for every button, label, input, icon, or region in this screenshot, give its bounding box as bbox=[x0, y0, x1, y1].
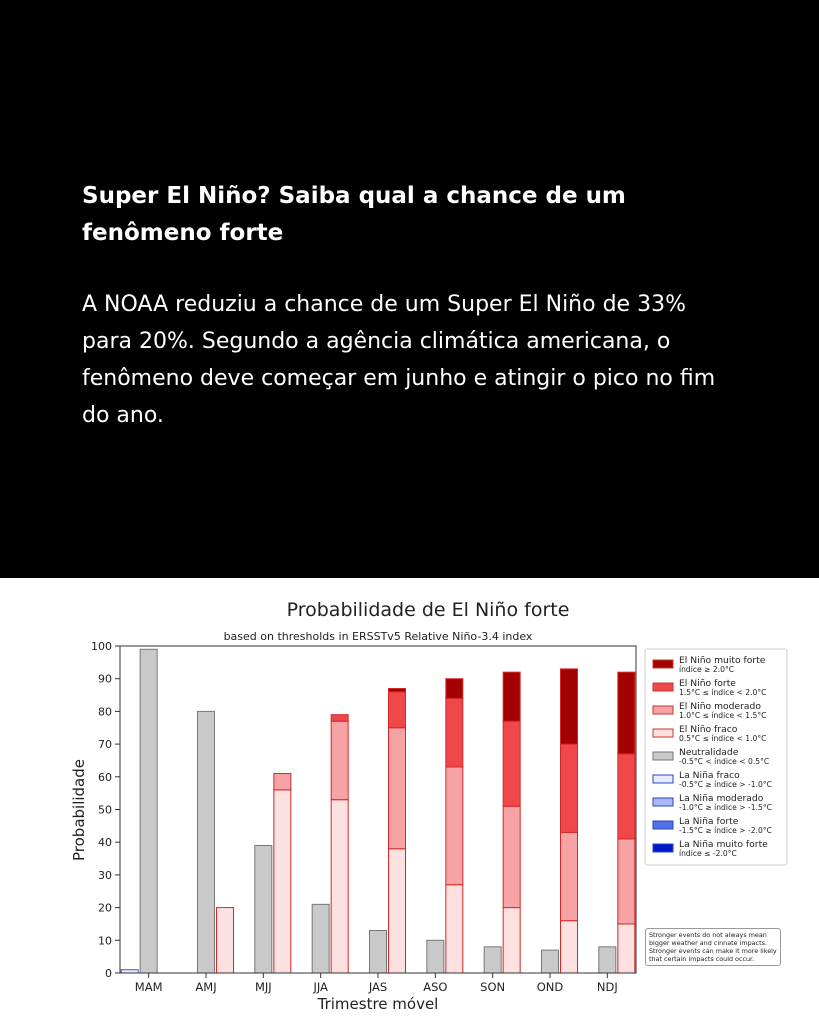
bar-el-nino-muito-forte-jas bbox=[388, 688, 406, 693]
bar-el-nino-fraco-aso bbox=[445, 884, 464, 974]
legend-entry-name: La Niña forte bbox=[679, 816, 739, 827]
post-body-text: A NOAA reduziu a chance de um Super El N… bbox=[82, 292, 716, 428]
y-tick-label: 30 bbox=[98, 869, 112, 882]
legend-entry-range: -1.0°C ≥ índice > -1.5°C bbox=[679, 803, 772, 812]
legend-entry-name: El Niño moderado bbox=[679, 701, 761, 712]
legend-swatch bbox=[652, 843, 674, 853]
legend-swatch bbox=[652, 659, 674, 669]
x-tick-label: MJJ bbox=[255, 980, 272, 994]
bar-el-nino-moderado-son bbox=[502, 805, 521, 909]
legend-entry-name: El Niño forte bbox=[679, 678, 736, 689]
bar-el-nino-muito-forte-ndj bbox=[617, 671, 636, 755]
y-tick-label: 100 bbox=[91, 640, 112, 653]
chart-title: Probabilidade de El Niño forte bbox=[287, 599, 570, 621]
x-tick-label: AMJ bbox=[195, 980, 216, 994]
bar-el-nino-muito-forte-son bbox=[502, 671, 521, 722]
bar-el-nino-forte-ndj bbox=[617, 753, 636, 840]
bar-el-nino-moderado-jja bbox=[330, 720, 349, 801]
bar-el-nino-fraco-mjj bbox=[273, 789, 292, 974]
y-tick-label: 80 bbox=[98, 705, 112, 718]
x-tick-label: JAS bbox=[368, 980, 387, 994]
y-tick-label: 10 bbox=[98, 934, 112, 947]
legend-entry-range: 0.5°C ≤ índice < 1.0°C bbox=[679, 734, 766, 743]
bar-el-nino-fraco-ndj bbox=[617, 923, 636, 974]
legend-entry-range: índice ≤ -2.0°C bbox=[679, 849, 737, 858]
bar-el-nino-forte-jja bbox=[330, 714, 349, 722]
chart-annotation: Stronger events do not always mean bigge… bbox=[645, 928, 781, 966]
bar-el-nino-fraco-son bbox=[502, 907, 521, 974]
bar-neutral-jas bbox=[369, 929, 387, 974]
x-tick-label: ASO bbox=[423, 980, 447, 994]
bar-el-nino-moderado-jas bbox=[388, 727, 406, 850]
bar-el-nino-muito-forte-ond bbox=[560, 668, 578, 745]
bar-neutral-ond bbox=[541, 949, 559, 974]
bar-el-nino-fraco-amj bbox=[216, 907, 234, 974]
y-tick-label: 90 bbox=[98, 673, 112, 686]
y-tick-label: 20 bbox=[98, 902, 112, 915]
chart-panel: Probabilidade de El Niño forte based on … bbox=[0, 578, 819, 1024]
legend-swatch bbox=[652, 728, 674, 738]
bar-el-nino-forte-son bbox=[502, 720, 521, 807]
legend-entry-range: -1.5°C ≥ índice > -2.0°C bbox=[679, 826, 772, 835]
y-ticks-group: 0 10 20 30 40 50 60 70 80 90 100 bbox=[91, 640, 120, 980]
legend-swatch bbox=[652, 682, 674, 692]
legend-swatch bbox=[652, 797, 674, 807]
x-tick-label: MAM bbox=[135, 980, 163, 994]
legend-entry-name: El Niño muito forte bbox=[679, 655, 766, 666]
el-nino-probability-chart: Probabilidade de El Niño forte based on … bbox=[0, 578, 819, 1024]
legend-swatch bbox=[652, 751, 674, 761]
bar-neutral-son bbox=[483, 946, 502, 974]
bar-el-nino-forte-jas bbox=[388, 691, 406, 729]
bar-el-nino-fraco-jas bbox=[388, 848, 406, 974]
y-tick-label: 50 bbox=[98, 804, 112, 817]
x-tick-label: JJA bbox=[312, 980, 328, 994]
y-axis-label: Probabilidade bbox=[70, 759, 88, 861]
legend-entry-range: -0.5°C ≥ índice > -1.0°C bbox=[679, 780, 772, 789]
bar-neutral-jja bbox=[311, 903, 330, 974]
legend-entry-range: -0.5°C < índice < 0.5°C bbox=[679, 757, 769, 766]
bar-neutral-mjj bbox=[254, 844, 273, 974]
bar-el-nino-moderado-mjj bbox=[273, 773, 292, 791]
chart-subtitle: based on thresholds in ERSSTv5 Relative … bbox=[224, 630, 533, 643]
bar-neutral-mam bbox=[139, 648, 158, 974]
bar-neutral-amj bbox=[197, 710, 215, 974]
legend-entry-name: La Niña muito forte bbox=[679, 839, 768, 850]
x-tick-label: OND bbox=[537, 980, 564, 994]
bar-el-nino-fraco-ond bbox=[560, 920, 578, 974]
legend-swatch bbox=[652, 705, 674, 715]
x-tick-label: NDJ bbox=[597, 980, 618, 994]
x-ticks-group: MAM AMJ MJJ JJA JAS ASO SON OND NDJ bbox=[135, 973, 618, 994]
bar-el-nino-moderado-ndj bbox=[617, 838, 636, 925]
legend-entry-name: El Niño fraco bbox=[679, 724, 738, 735]
legend-entry-range: 1.5°C ≤ índice < 2.0°C bbox=[679, 688, 766, 697]
bar-el-nino-moderado-aso bbox=[445, 766, 464, 886]
legend-entry-name: Neutralidade bbox=[679, 747, 739, 758]
bars-group bbox=[120, 648, 636, 974]
bar-el-nino-moderado-ond bbox=[560, 831, 578, 922]
bar-neutral-aso bbox=[426, 939, 445, 974]
bar-el-nino-fraco-jja bbox=[330, 799, 349, 974]
y-tick-label: 0 bbox=[105, 967, 112, 980]
bar-el-nino-forte-aso bbox=[445, 697, 464, 768]
legend-entry-name: La Niña moderado bbox=[679, 793, 764, 804]
post-headline: Super El Niño? Saiba qual a chance de um… bbox=[82, 183, 626, 246]
legend-entry-name: La Niña fraco bbox=[679, 770, 740, 781]
x-axis-label: Trimestre móvel bbox=[317, 995, 439, 1013]
bar-el-nino-forte-ond bbox=[560, 743, 578, 833]
bar-neutral-ndj bbox=[598, 946, 617, 974]
y-tick-label: 60 bbox=[98, 771, 112, 784]
legend-swatch bbox=[652, 774, 674, 784]
x-tick-label: SON bbox=[480, 980, 505, 994]
bar-el-nino-muito-forte-aso bbox=[445, 678, 464, 699]
legend-entry-range: 1.0°C ≤ índice < 1.5°C bbox=[679, 711, 766, 720]
legend-swatch bbox=[652, 820, 674, 830]
y-tick-label: 40 bbox=[98, 836, 112, 849]
legend-entry-range: índice ≥ 2.0°C bbox=[679, 665, 734, 674]
y-tick-label: 70 bbox=[98, 738, 112, 751]
legend-frame bbox=[644, 648, 788, 866]
